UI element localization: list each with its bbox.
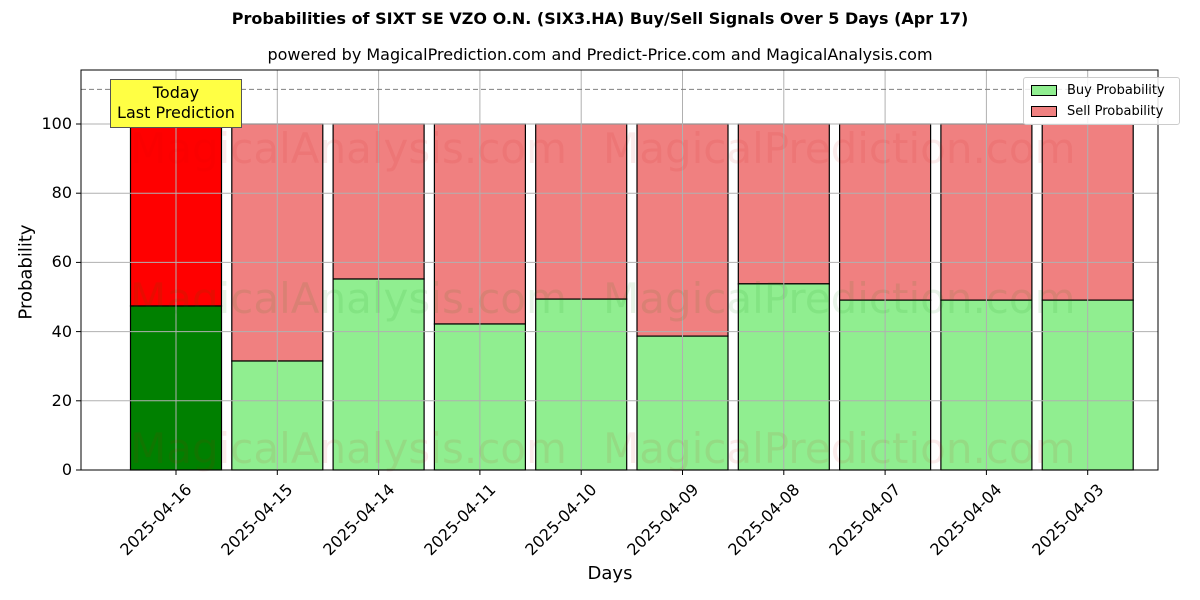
watermark-text: MagicalPrediction.com: [603, 274, 1076, 323]
plot-frame: [80, 69, 1159, 471]
legend-item-buy: Buy Probability: [1031, 82, 1165, 98]
legend-item-sell: Sell Probability: [1031, 103, 1163, 119]
legend-sell-label: Sell Probability: [1067, 103, 1164, 119]
annotation-line-1: Today: [152, 83, 200, 102]
y-tick-label: 40: [51, 321, 72, 341]
y-tick-label: 80: [51, 183, 72, 203]
today-annotation: Today Last Prediction: [110, 79, 242, 128]
chart-title: Probabilities of SIXT SE VZO O.N. (SIX3.…: [231, 9, 969, 28]
chart-subtitle: powered by MagicalPrediction.com and Pre…: [267, 45, 933, 64]
watermark-text: MagicalPrediction.com: [603, 124, 1076, 173]
watermark-text: MagicalAnalysis.com: [130, 274, 567, 323]
legend-buy-label: Buy Probability: [1067, 82, 1165, 98]
legend: Buy Probability Sell Probability: [1023, 77, 1180, 125]
watermark-text: MagicalAnalysis.com: [130, 124, 567, 173]
y-tick-label: 0: [61, 460, 72, 479]
y-tick-label: 60: [51, 252, 72, 272]
x-axis-label: Days: [587, 563, 633, 584]
y-tick-label: 100: [41, 114, 72, 133]
watermark-text: MagicalAnalysis.com: [130, 424, 567, 473]
annotation-line-2: Last Prediction: [117, 103, 235, 122]
watermark-text: MagicalPrediction.com: [603, 424, 1076, 473]
sell-swatch-icon: [1031, 105, 1057, 117]
buy-swatch-icon: [1031, 84, 1057, 96]
y-tick-label: 20: [51, 390, 72, 410]
y-axis-label: Probability: [15, 224, 37, 320]
